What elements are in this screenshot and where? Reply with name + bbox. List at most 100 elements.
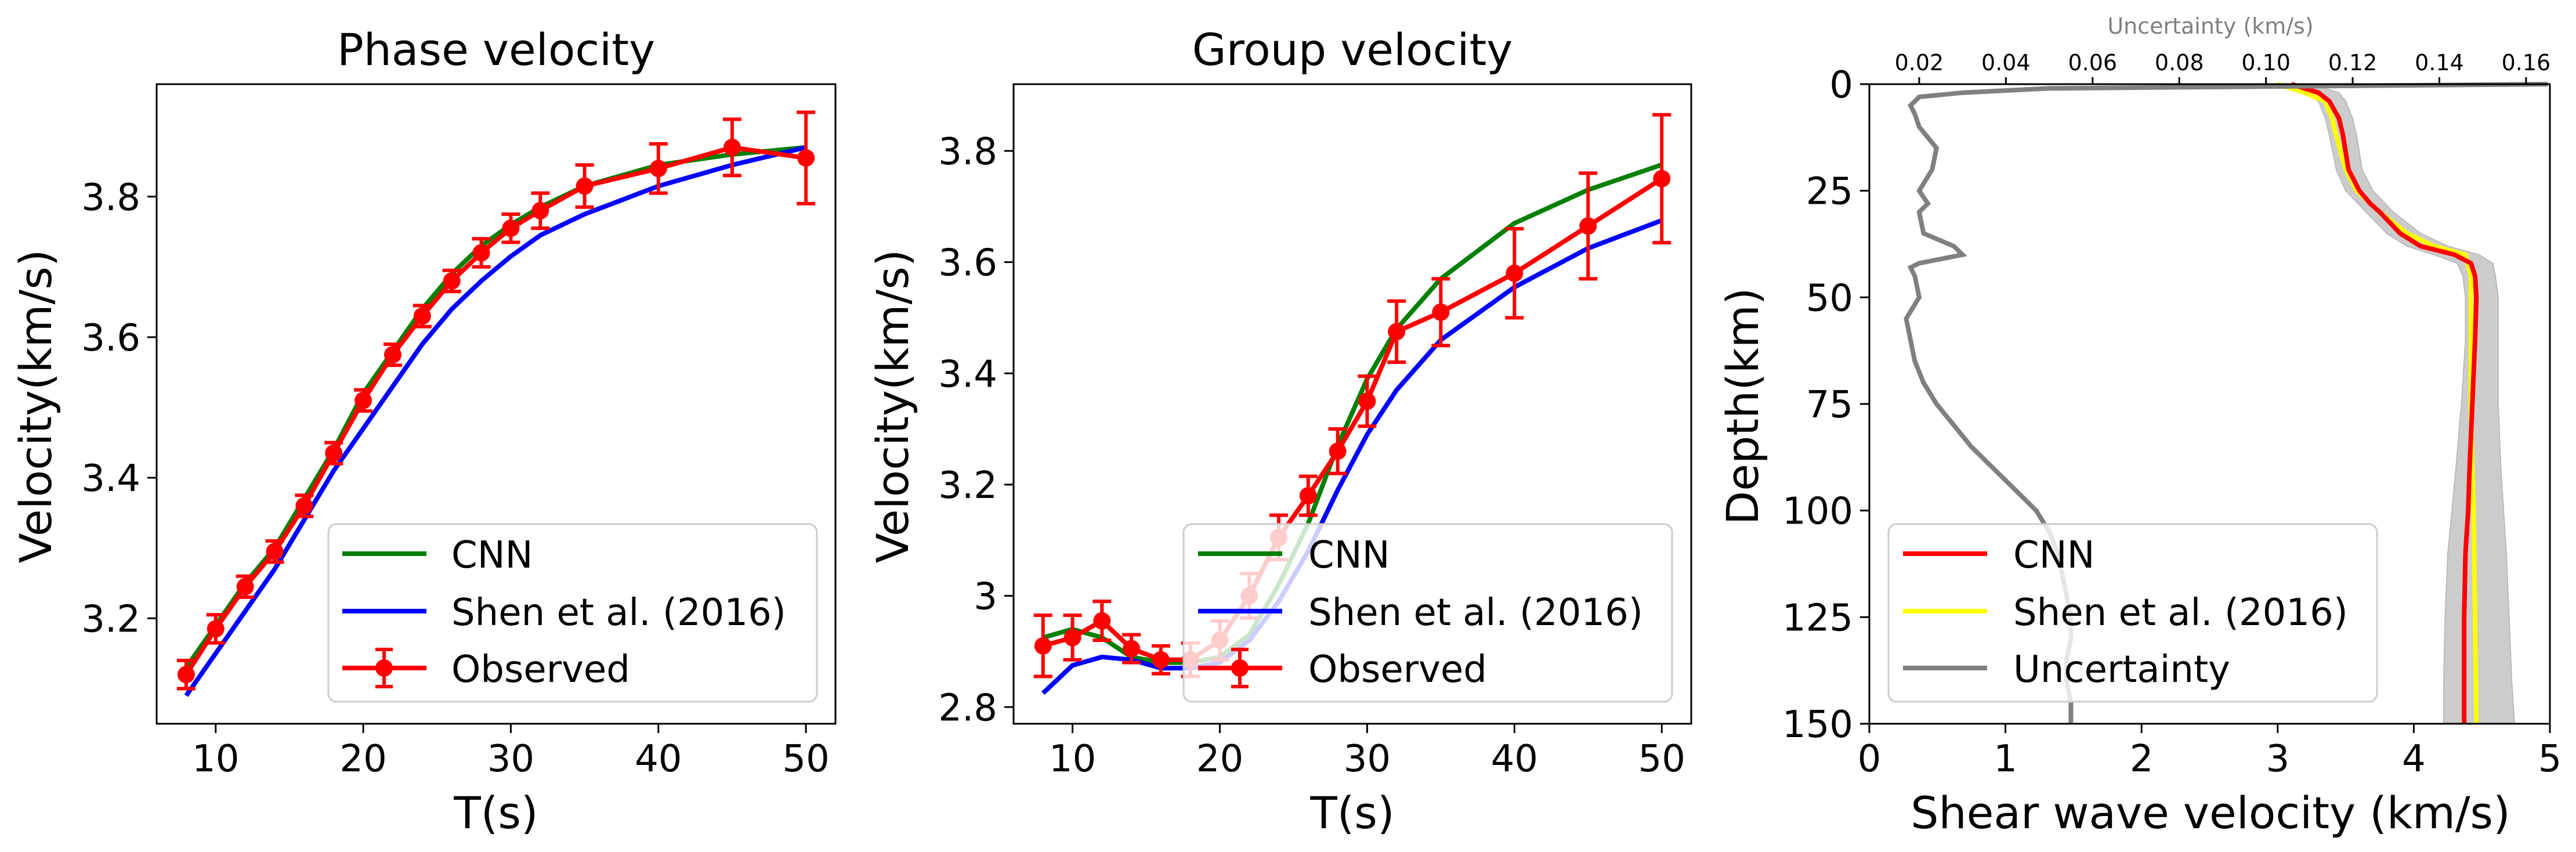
x-tick-label: 40 [635, 738, 682, 781]
legend-label-observed: Observed [451, 648, 630, 691]
legend-box [327, 523, 818, 703]
group-axes: 10 20 30 40 50 2.8 3 3.2 3.4 3.6 3.8 [938, 83, 1692, 781]
axes-frame [1012, 83, 1692, 725]
data-point [1123, 640, 1141, 658]
data-point [1432, 303, 1450, 321]
y-tick-label: 0 [1829, 64, 1853, 107]
y-tick-label: 3.6 [938, 242, 997, 285]
legend-label-shen: Shen et al. (2016) [451, 591, 786, 634]
x-tick-label: 4 [2402, 738, 2426, 781]
x-tick-label: 0 [1858, 738, 1882, 781]
y-tick-label: 125 [1782, 597, 1853, 640]
x-tick-label: 2 [2130, 738, 2154, 781]
group-velocity-panel: 10 20 30 40 50 2.8 3 3.2 3.4 3.6 3.8 Group velocit… [867, 24, 1692, 839]
y-tick-label: 3.2 [938, 464, 997, 507]
legend-label-cnn: CNN [2013, 534, 2094, 577]
x-tick-label: 3 [2266, 738, 2289, 781]
top-x-tick-label: 0.08 [2155, 50, 2204, 75]
phase-axes: 10 20 30 40 50 3.2 3.4 3.6 3.8 [81, 83, 837, 781]
y-tick-label: 3.4 [81, 457, 140, 500]
shear-xlabel: Shear wave velocity (km/s) [1911, 787, 2510, 839]
data-point [502, 219, 520, 237]
x-tick-label: 30 [487, 738, 534, 781]
data-point [531, 201, 549, 219]
y-tick-label: 75 [1806, 384, 1853, 427]
phase-plot-area [176, 110, 816, 697]
y-tick-label: 3.4 [938, 353, 997, 396]
legend-box [1182, 523, 1673, 703]
x-tick-label: 50 [782, 738, 829, 781]
group-ylabel: Velocity(km/s) [867, 250, 918, 564]
x-tick-label: 10 [1049, 738, 1096, 781]
phase-velocity-panel: 10 20 30 40 50 3.2 3.4 3.6 3.8 Phase velocity T(… [10, 24, 837, 839]
top-x-tick-label: 0.04 [1981, 50, 2031, 75]
series-line-shen [2277, 82, 2479, 724]
top-x-tick-label: 0.16 [2502, 50, 2551, 75]
data-point [443, 272, 461, 290]
legend-label-cnn: CNN [451, 534, 533, 577]
y-tick-label: 3.8 [81, 176, 140, 219]
data-point [295, 497, 313, 515]
shear-legend: CNN Shen et al. (2016) Uncertainty [1887, 523, 2378, 703]
x-tick-label: 40 [1491, 738, 1538, 781]
axes-frame [155, 83, 837, 725]
data-point [1653, 169, 1671, 187]
data-point [1063, 629, 1081, 647]
data-point [576, 177, 594, 195]
x-tick-label: 50 [1638, 738, 1685, 781]
data-point [236, 577, 254, 595]
data-point [1579, 217, 1597, 235]
data-point [177, 666, 195, 684]
data-point [1506, 264, 1524, 282]
y-tick-label: 50 [1806, 277, 1853, 320]
series-line-cnn [2291, 82, 2479, 724]
data-point [383, 346, 401, 364]
y-tick-label: 100 [1782, 490, 1853, 533]
data-point [1299, 487, 1317, 505]
data-point [723, 138, 741, 156]
x-tick-label: 20 [339, 738, 386, 781]
legend-label-observed: Observed [1308, 648, 1487, 691]
phase-xlabel: T(s) [453, 787, 538, 839]
phase-ylabel: Velocity(km/s) [10, 250, 61, 564]
x-tick-label: 5 [2538, 738, 2562, 781]
legend-label-shen: Shen et al. (2016) [2013, 591, 2348, 634]
data-point [354, 391, 372, 409]
data-point [413, 307, 431, 325]
phase-legend: CNN Shen et al. (2016) Observed [327, 523, 818, 703]
y-tick-label: 150 [1782, 703, 1853, 746]
x-tick-label: 10 [192, 738, 239, 781]
series-line-shen [184, 145, 807, 697]
legend-swatch-observed-marker [375, 659, 393, 677]
data-point [207, 620, 225, 638]
data-point [1388, 323, 1406, 341]
group-title: Group velocity [1192, 24, 1513, 75]
group-legend: CNN Shen et al. (2016) Observed [1182, 523, 1673, 703]
legend-box [1887, 523, 2378, 703]
phase-title: Phase velocity [337, 24, 655, 75]
data-point [266, 543, 284, 561]
legend-swatch-observed-marker [1231, 659, 1249, 677]
top-x-tick-label: 0.14 [2415, 50, 2464, 75]
x-tick-label: 1 [1993, 738, 2017, 781]
legend-label-uncertainty: Uncertainty [2013, 648, 2230, 691]
top-x-tick-label: 0.02 [1895, 50, 1944, 75]
x-tick-label: 30 [1344, 738, 1391, 781]
data-point [1329, 442, 1347, 460]
y-tick-label: 3 [974, 576, 997, 619]
y-tick-label: 3.6 [81, 317, 140, 360]
top-x-tick-label: 0.12 [2328, 50, 2378, 75]
data-point [1093, 612, 1111, 630]
group-xlabel: T(s) [1309, 787, 1394, 839]
data-point [797, 149, 815, 167]
top-x-tick-label: 0.06 [2068, 50, 2117, 75]
y-tick-label: 25 [1806, 171, 1853, 214]
shear-ylabel: Depth(km) [1717, 288, 1768, 525]
y-tick-label: 2.8 [938, 687, 997, 730]
legend-label-cnn: CNN [1308, 534, 1390, 577]
x-tick-label: 20 [1196, 738, 1243, 781]
y-tick-label: 3.2 [81, 598, 140, 641]
